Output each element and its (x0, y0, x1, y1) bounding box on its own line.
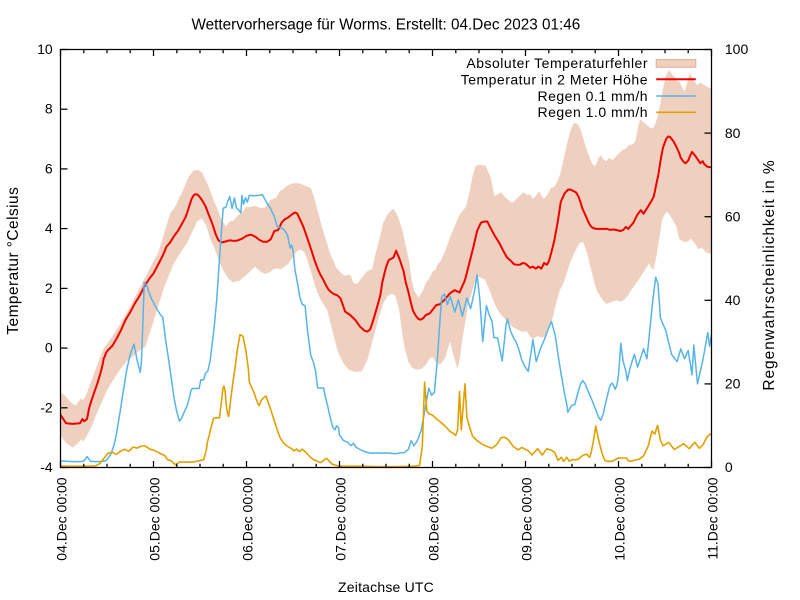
svg-text:Temperatur °Celsius: Temperatur °Celsius (5, 187, 22, 335)
svg-text:Absoluter Temperaturfehler: Absoluter Temperaturfehler (466, 55, 648, 71)
svg-text:10: 10 (37, 41, 53, 57)
svg-text:Regen 0.1 mm/h: Regen 0.1 mm/h (538, 88, 649, 104)
svg-text:04.Dec 00:00: 04.Dec 00:00 (54, 477, 70, 560)
svg-text:07.Dec 00:00: 07.Dec 00:00 (333, 477, 349, 560)
svg-text:8: 8 (45, 101, 53, 117)
svg-text:Wettervorhersage für Worms. Er: Wettervorhersage für Worms. Erstellt: 04… (191, 17, 580, 34)
svg-text:Temperatur in 2 Meter Höhe: Temperatur in 2 Meter Höhe (461, 72, 648, 88)
svg-text:2: 2 (45, 280, 53, 296)
svg-text:6: 6 (45, 160, 53, 176)
svg-text:Regenwahrscheinlichkeit in %: Regenwahrscheinlichkeit in % (761, 159, 778, 390)
svg-text:100: 100 (725, 41, 749, 57)
svg-text:40: 40 (725, 292, 741, 308)
svg-text:4: 4 (45, 220, 53, 236)
svg-text:10.Dec 00:00: 10.Dec 00:00 (612, 477, 628, 560)
svg-text:60: 60 (725, 208, 741, 224)
svg-text:Zeitachse UTC: Zeitachse UTC (338, 579, 434, 595)
svg-text:0: 0 (45, 340, 53, 356)
svg-text:11.Dec 00:00: 11.Dec 00:00 (705, 477, 721, 559)
svg-text:09.Dec 00:00: 09.Dec 00:00 (519, 477, 535, 560)
svg-text:80: 80 (725, 125, 741, 141)
svg-text:-4: -4 (40, 459, 53, 475)
svg-text:Regen 1.0 mm/h: Regen 1.0 mm/h (538, 104, 649, 120)
svg-text:08.Dec 00:00: 08.Dec 00:00 (426, 477, 442, 560)
svg-text:06.Dec 00:00: 06.Dec 00:00 (240, 477, 256, 560)
svg-text:05.Dec 00:00: 05.Dec 00:00 (147, 477, 163, 560)
svg-text:-2: -2 (40, 399, 53, 415)
svg-text:0: 0 (725, 459, 733, 475)
svg-text:20: 20 (725, 376, 741, 392)
